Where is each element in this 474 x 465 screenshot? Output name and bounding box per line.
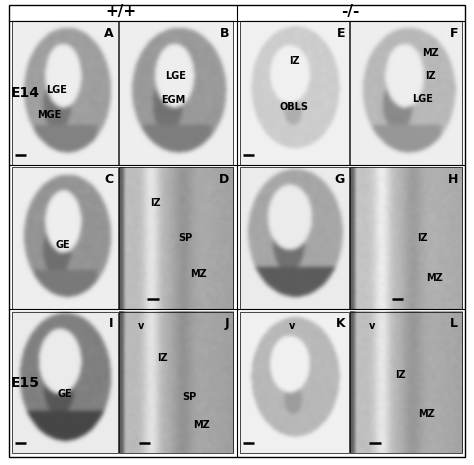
Bar [12,312,118,453]
Bar [118,167,233,309]
Text: IZ: IZ [150,198,161,208]
Text: IZ: IZ [289,56,300,66]
Text: OBLS: OBLS [280,102,309,113]
Text: MZ: MZ [422,47,439,58]
Bar [350,21,462,165]
Text: K: K [336,317,345,330]
Text: -/-: -/- [342,4,360,19]
Text: D: D [219,173,229,186]
Text: SP: SP [182,392,197,402]
Bar [12,167,118,309]
Text: F: F [450,27,458,40]
Text: v: v [289,321,295,331]
Bar [240,312,349,453]
Text: GE: GE [55,240,70,251]
Text: IZ: IZ [395,370,406,380]
Text: A: A [104,27,114,40]
Text: H: H [448,173,458,186]
Text: MGE: MGE [36,110,61,120]
Text: MZ: MZ [426,273,442,283]
Text: LGE: LGE [46,85,67,95]
Bar [240,21,349,165]
Text: IZ: IZ [425,71,436,81]
Text: E14: E14 [10,86,39,100]
Text: I: I [109,317,114,330]
Text: E15: E15 [10,376,39,390]
Text: J: J [225,317,229,330]
Bar [12,21,118,165]
Text: B: B [220,27,229,40]
Text: +/+: +/+ [105,4,137,19]
Text: LGE: LGE [412,94,433,104]
Text: LGE: LGE [165,71,186,81]
Text: v: v [138,321,145,331]
Bar [118,21,233,165]
Text: SP: SP [178,233,192,243]
Text: G: G [335,173,345,186]
Text: IZ: IZ [157,353,167,363]
Text: GE: GE [57,389,72,399]
Text: EGM: EGM [162,95,186,105]
Bar [350,167,462,309]
Bar [350,312,462,453]
Text: MZ: MZ [193,420,210,430]
Text: v: v [369,321,375,331]
Bar [240,167,349,309]
Text: E: E [337,27,345,40]
Text: IZ: IZ [418,233,428,243]
Text: MZ: MZ [418,409,435,418]
Text: L: L [450,317,458,330]
Text: MZ: MZ [191,269,207,279]
Text: C: C [105,173,114,186]
Bar [118,312,233,453]
